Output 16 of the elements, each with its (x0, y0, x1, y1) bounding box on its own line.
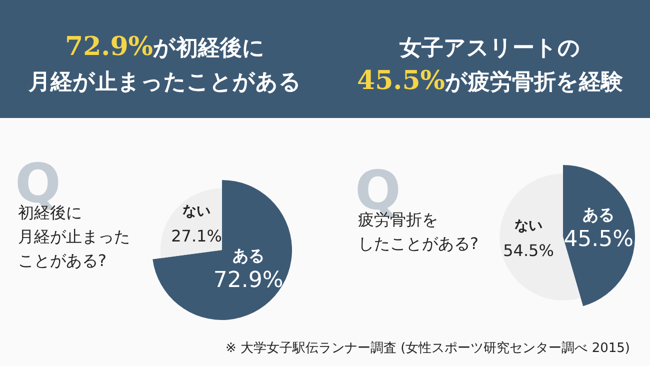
data-label: 72.9% (213, 268, 284, 294)
text: 月経が止まった (18, 227, 130, 246)
slice-label: ある (232, 246, 264, 266)
slice-label: ない (514, 218, 542, 234)
chart-subtitle: 45.5%が疲労骨折を経験 (356, 66, 624, 96)
data-label: 54.5% (503, 240, 554, 260)
chart-title: 72.9%が初経後に (64, 32, 266, 62)
data-label: 27.1% (171, 226, 222, 246)
data-label: 45.5% (564, 226, 634, 252)
text: ことがある? (18, 251, 106, 270)
text: したことがある? (358, 234, 478, 253)
slice-label: ある (582, 204, 615, 224)
chart-title: 女子アスリートの (398, 35, 580, 61)
text: ※ 大学女子駅伝ランナー調査 (女性スポーツ研究センター調べ 2015) (225, 341, 630, 356)
slice-label: ない (182, 204, 211, 220)
chart-subtitle: 月経が止まったことがある (28, 69, 302, 95)
